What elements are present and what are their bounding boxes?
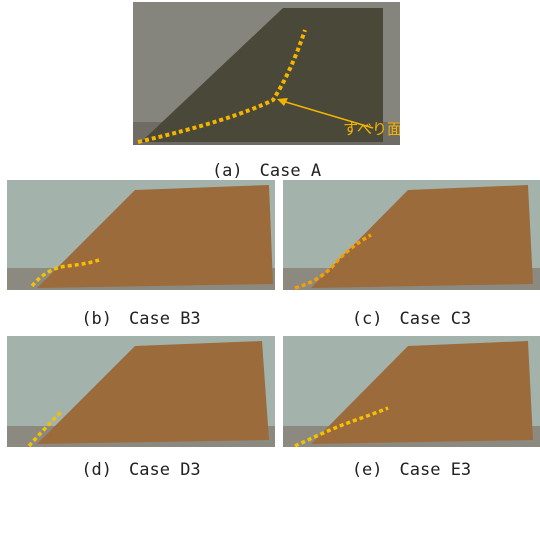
photo-d <box>7 336 275 447</box>
photo-a: すべり面 <box>133 2 400 145</box>
figure: すべり面 (a) Case A (b) Case B3 (c) Case C3 … <box>0 0 540 536</box>
caption: (e) Case E3 <box>283 455 540 480</box>
photo-e <box>283 336 540 447</box>
photo-b <box>7 180 275 290</box>
caption: (b) Case B3 <box>7 304 275 329</box>
caption: (a) Case A <box>133 156 400 181</box>
photo-c <box>283 180 540 290</box>
caption: (c) Case C3 <box>283 304 540 329</box>
annotation: すべり面 <box>343 120 400 138</box>
caption: (d) Case D3 <box>7 455 275 480</box>
